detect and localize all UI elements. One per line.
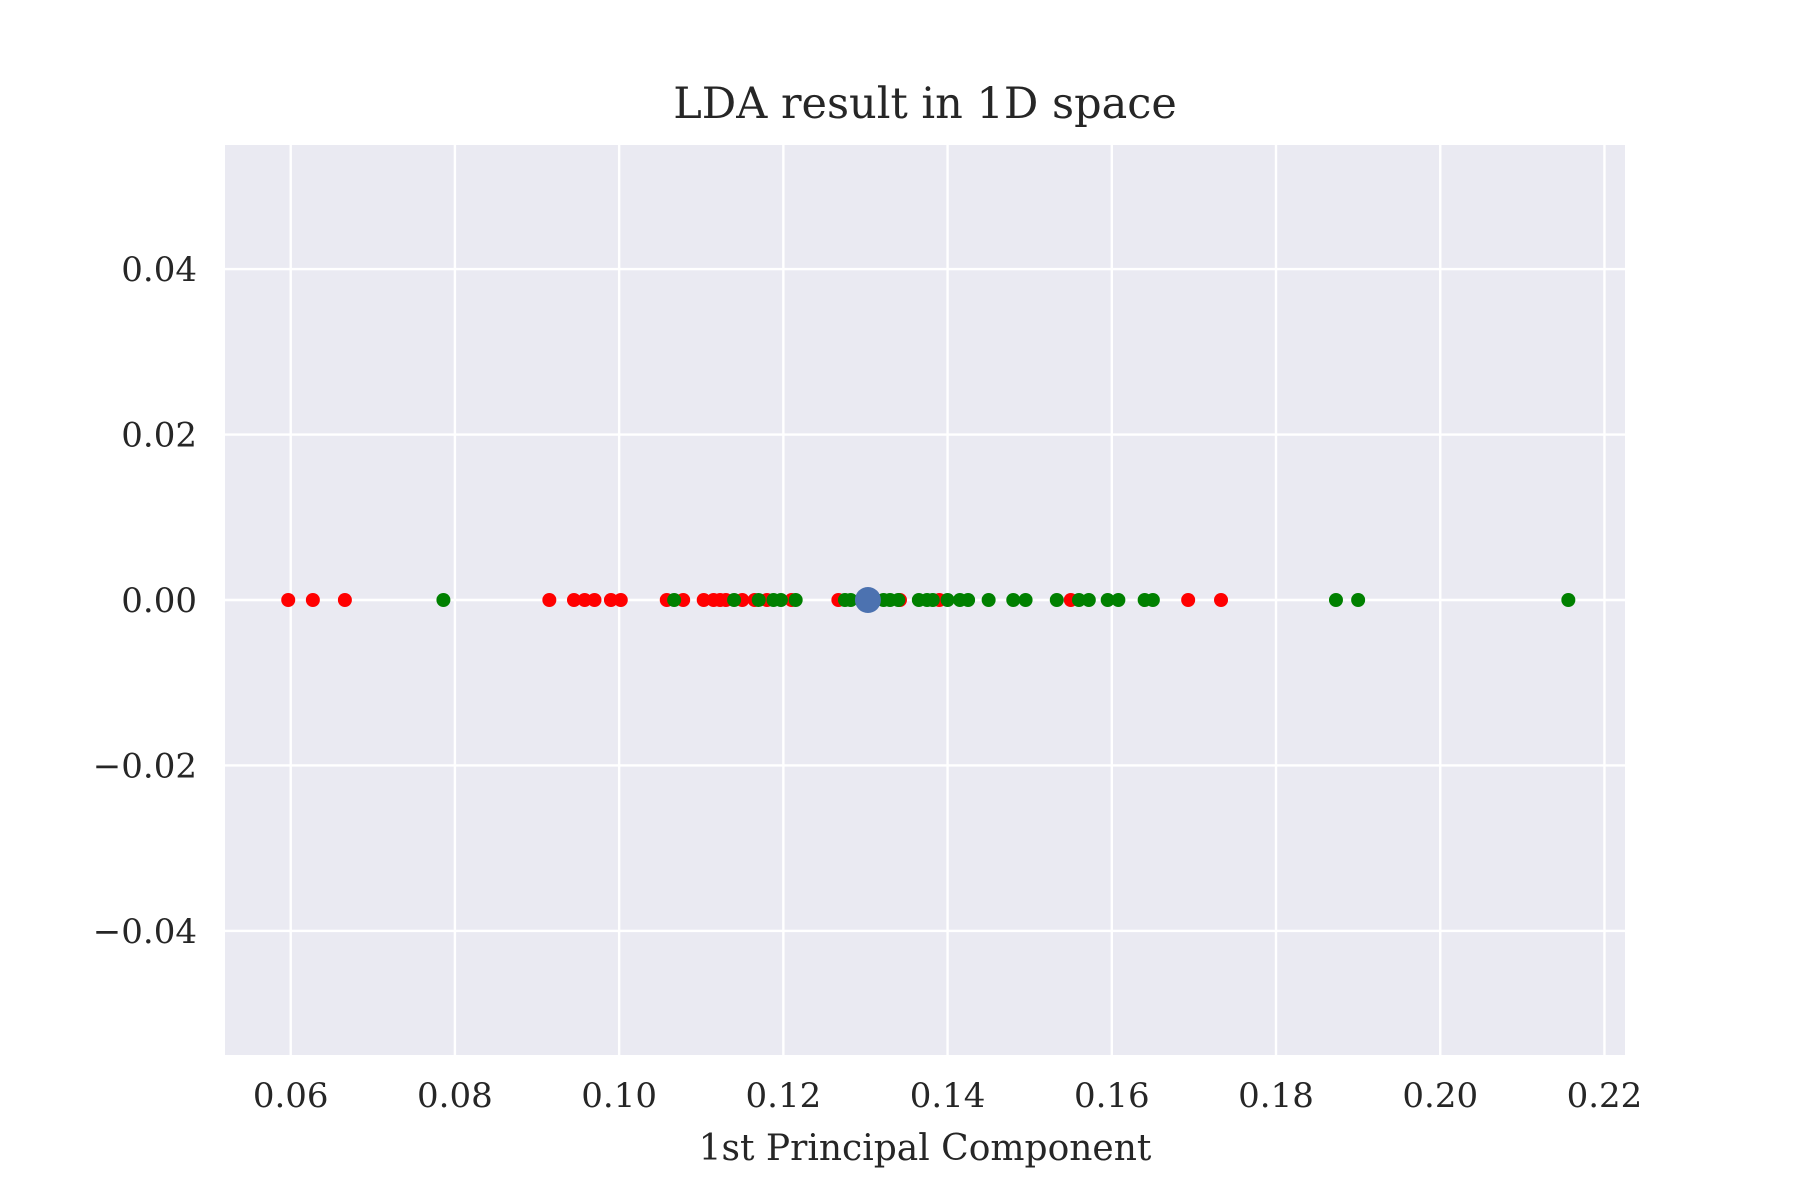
data-point (667, 593, 682, 607)
data-point (603, 593, 618, 607)
data-point (1071, 593, 1086, 607)
data-point (727, 593, 742, 607)
data-point (1181, 593, 1196, 607)
x-tick-labels: 0.06 0.08 0.10 0.12 0.14 0.16 0.18 0.20 0.22 (253, 1076, 1642, 1116)
x-tick-label: 0.08 (417, 1076, 493, 1116)
data-point (696, 593, 711, 607)
data-point (337, 593, 352, 607)
data-point (1018, 593, 1033, 607)
x-axis-label: 1st Principal Component (699, 1128, 1152, 1169)
data-point (613, 593, 628, 607)
data-point (587, 593, 602, 607)
data-points (281, 587, 1576, 613)
y-tick-labels: 0.04 0.02 0.00 −0.02 −0.04 (93, 250, 197, 952)
data-point (1214, 593, 1229, 607)
data-point (773, 593, 788, 607)
data-point (1006, 593, 1021, 607)
data-point (577, 593, 592, 607)
data-point (751, 593, 766, 607)
y-tick-label: 0.04 (121, 250, 197, 290)
chart-title: LDA result in 1D space (673, 79, 1177, 129)
x-tick-label: 0.10 (581, 1076, 657, 1116)
data-point (925, 593, 940, 607)
x-tick-label: 0.12 (746, 1076, 822, 1116)
data-point (1561, 593, 1576, 607)
data-point (1328, 593, 1343, 607)
data-point (961, 593, 976, 607)
data-point (940, 593, 955, 607)
y-tick-label: 0.00 (121, 581, 197, 621)
y-tick-label: −0.02 (93, 746, 197, 786)
y-tick-label: 0.02 (121, 416, 197, 456)
data-point (1081, 593, 1096, 607)
data-point (281, 593, 296, 607)
data-point (1111, 593, 1126, 607)
data-point (436, 593, 451, 607)
x-tick-label: 0.18 (1238, 1076, 1314, 1116)
x-tick-label: 0.14 (910, 1076, 986, 1116)
data-point (1351, 593, 1366, 607)
x-tick-label: 0.22 (1567, 1076, 1643, 1116)
x-tick-label: 0.16 (1074, 1076, 1150, 1116)
data-point (891, 593, 906, 607)
data-point (1049, 593, 1064, 607)
data-point (788, 593, 803, 607)
data-point (566, 593, 581, 607)
y-tick-label: −0.04 (93, 912, 197, 952)
data-point (305, 593, 320, 607)
data-point (1100, 593, 1115, 607)
x-tick-label: 0.06 (253, 1076, 329, 1116)
data-point (843, 593, 858, 607)
data-point (542, 593, 557, 607)
x-tick-label: 0.20 (1402, 1076, 1478, 1116)
mean-point (854, 587, 881, 613)
data-point (1145, 593, 1160, 607)
data-point (981, 593, 996, 607)
